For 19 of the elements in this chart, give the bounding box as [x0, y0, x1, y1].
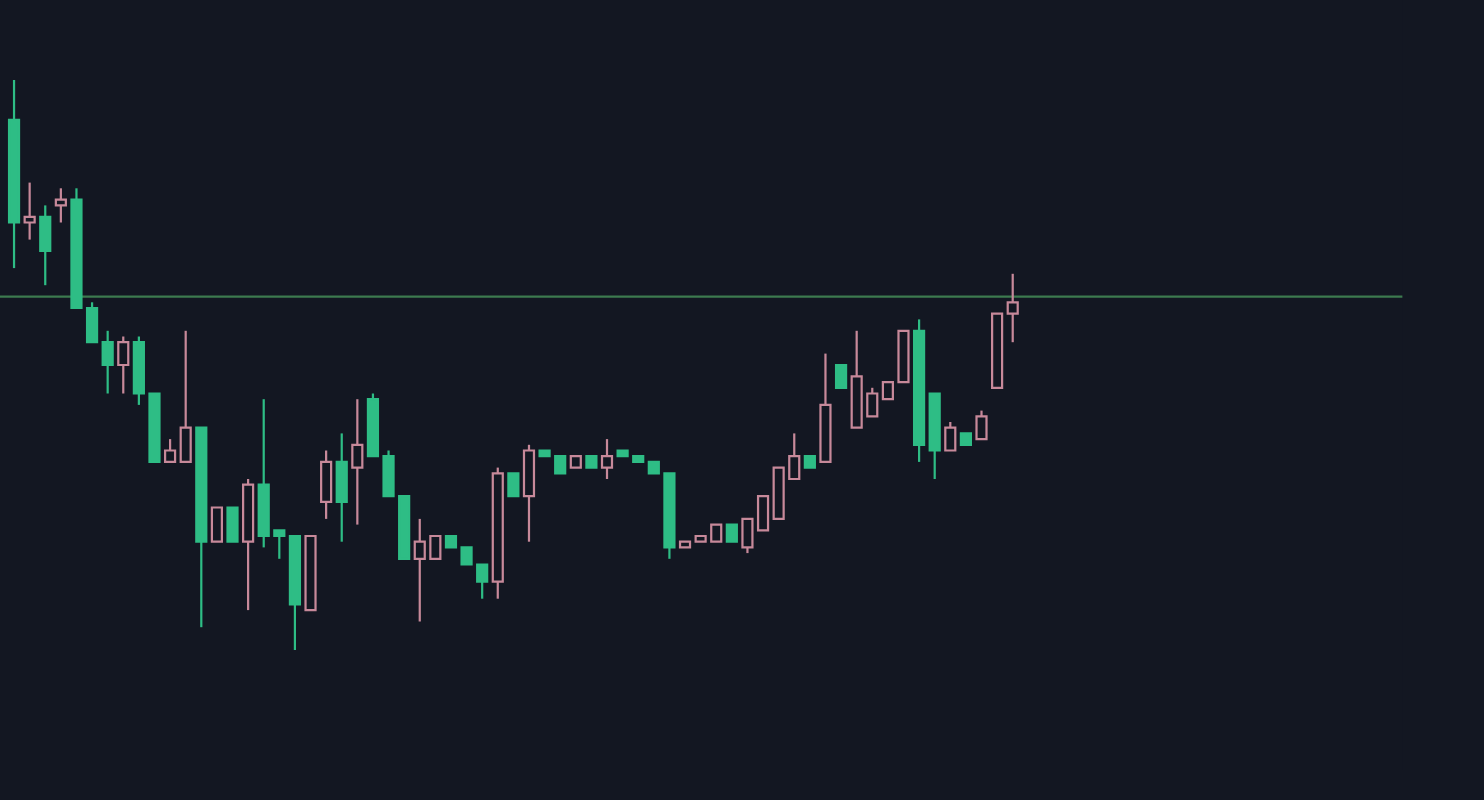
candlestick [39, 204, 52, 287]
candlestick [320, 449, 333, 521]
candlestick [335, 432, 348, 543]
candlestick [507, 472, 520, 498]
candlestick [226, 506, 239, 543]
candlestick [351, 398, 364, 526]
candlestick [117, 335, 130, 395]
candlestick [163, 437, 177, 464]
candlestick [600, 437, 614, 481]
candlestick [944, 420, 957, 452]
candlestick [23, 181, 36, 241]
candlestick [210, 506, 223, 543]
candlestick [975, 409, 988, 441]
candlestick [1006, 272, 1019, 344]
candlestick [522, 443, 536, 543]
candlestick [54, 187, 67, 224]
candlestick [179, 329, 192, 464]
candlestick [834, 363, 848, 389]
candlestick [101, 329, 114, 395]
